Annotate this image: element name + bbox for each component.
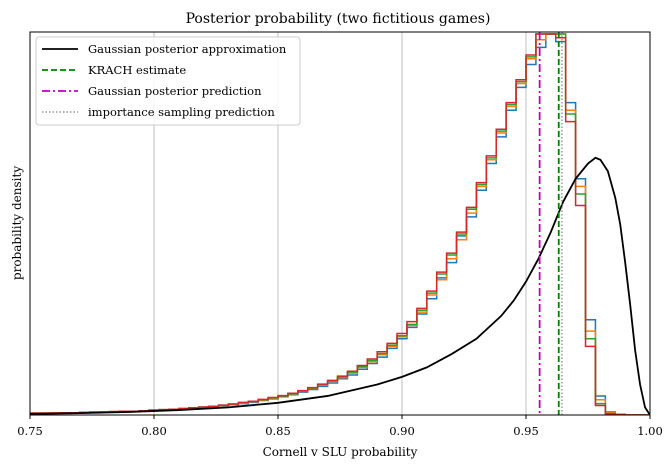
legend-label: importance sampling prediction — [88, 105, 275, 119]
x-ticks: 0.75 0.80 0.85 0.90 0.95 1.00 — [17, 415, 663, 438]
x-tick-label: 0.75 — [17, 424, 43, 438]
y-axis-label: probability density — [10, 166, 24, 280]
legend: Gaussian posterior approximation KRACH es… — [35, 36, 301, 126]
legend-label: Gaussian posterior approximation — [88, 42, 287, 56]
legend-box — [35, 36, 301, 126]
x-axis-label: Cornell v SLU probability — [263, 445, 418, 459]
x-tick-label: 0.85 — [265, 424, 291, 438]
gaussian-curve — [30, 156, 650, 415]
vertical-markers — [538, 32, 563, 415]
legend-label: KRACH estimate — [88, 63, 186, 77]
x-tick-label: 1.00 — [637, 424, 663, 438]
plot-frame — [29, 31, 651, 416]
legend-label: Gaussian posterior prediction — [88, 84, 262, 98]
x-tick-label: 0.80 — [141, 424, 167, 438]
curve-layer — [30, 156, 650, 415]
chart-title: Posterior probability (two fictitious ga… — [186, 11, 491, 27]
x-tick-label: 0.90 — [389, 424, 415, 438]
x-tick-label: 0.95 — [513, 424, 539, 438]
